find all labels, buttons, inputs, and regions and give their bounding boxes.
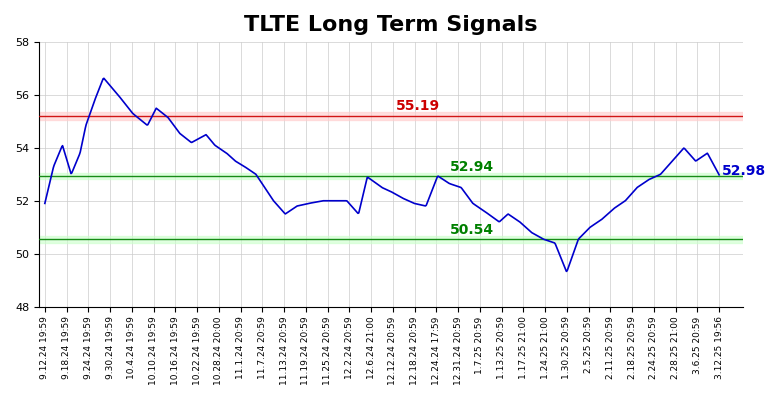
Bar	[39, 112, 742, 120]
Text: 50.54: 50.54	[449, 223, 494, 237]
Text: 52.98: 52.98	[722, 164, 766, 178]
Text: 52.94: 52.94	[449, 160, 494, 174]
Text: 55.19: 55.19	[395, 99, 440, 113]
Bar	[39, 236, 742, 242]
Title: TLTE Long Term Signals: TLTE Long Term Signals	[244, 15, 538, 35]
Bar	[39, 173, 742, 179]
